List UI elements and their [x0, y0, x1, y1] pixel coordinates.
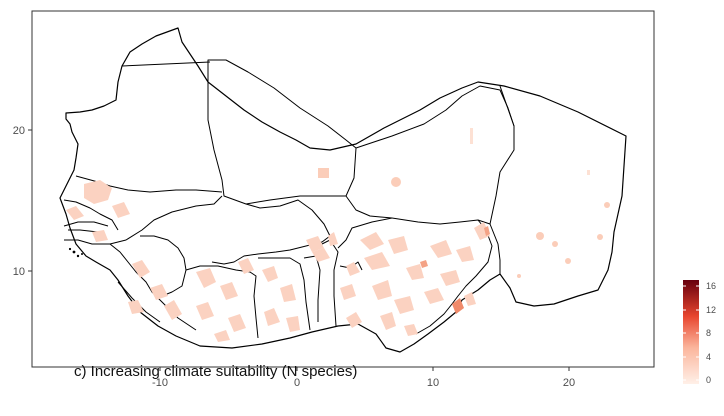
legend-tick-label: 12 [706, 305, 716, 315]
y-axis-ticks [28, 129, 32, 272]
x-tick-label: 0 [294, 377, 300, 389]
x-tick-label: 20 [563, 377, 575, 389]
legend-colorbar [683, 280, 699, 384]
y-tick-label: 20 [13, 125, 25, 137]
panel-label: c) Increasing climate suitability (N spe… [74, 363, 357, 380]
legend-tick-label: 16 [706, 281, 716, 291]
legend-tick-label: 4 [706, 352, 711, 362]
suitability-patches [66, 128, 610, 342]
x-tick-label: -10 [152, 377, 168, 389]
legend-ticks [683, 285, 699, 381]
x-tick-label: 10 [427, 377, 439, 389]
legend-tick-label: 8 [706, 328, 711, 338]
x-axis-ticks [159, 367, 570, 371]
y-tick-label: 10 [13, 266, 25, 278]
bijagos-islands [68, 247, 83, 258]
legend-tick-label: 0 [706, 375, 711, 385]
suitability-hotspots [420, 226, 490, 314]
